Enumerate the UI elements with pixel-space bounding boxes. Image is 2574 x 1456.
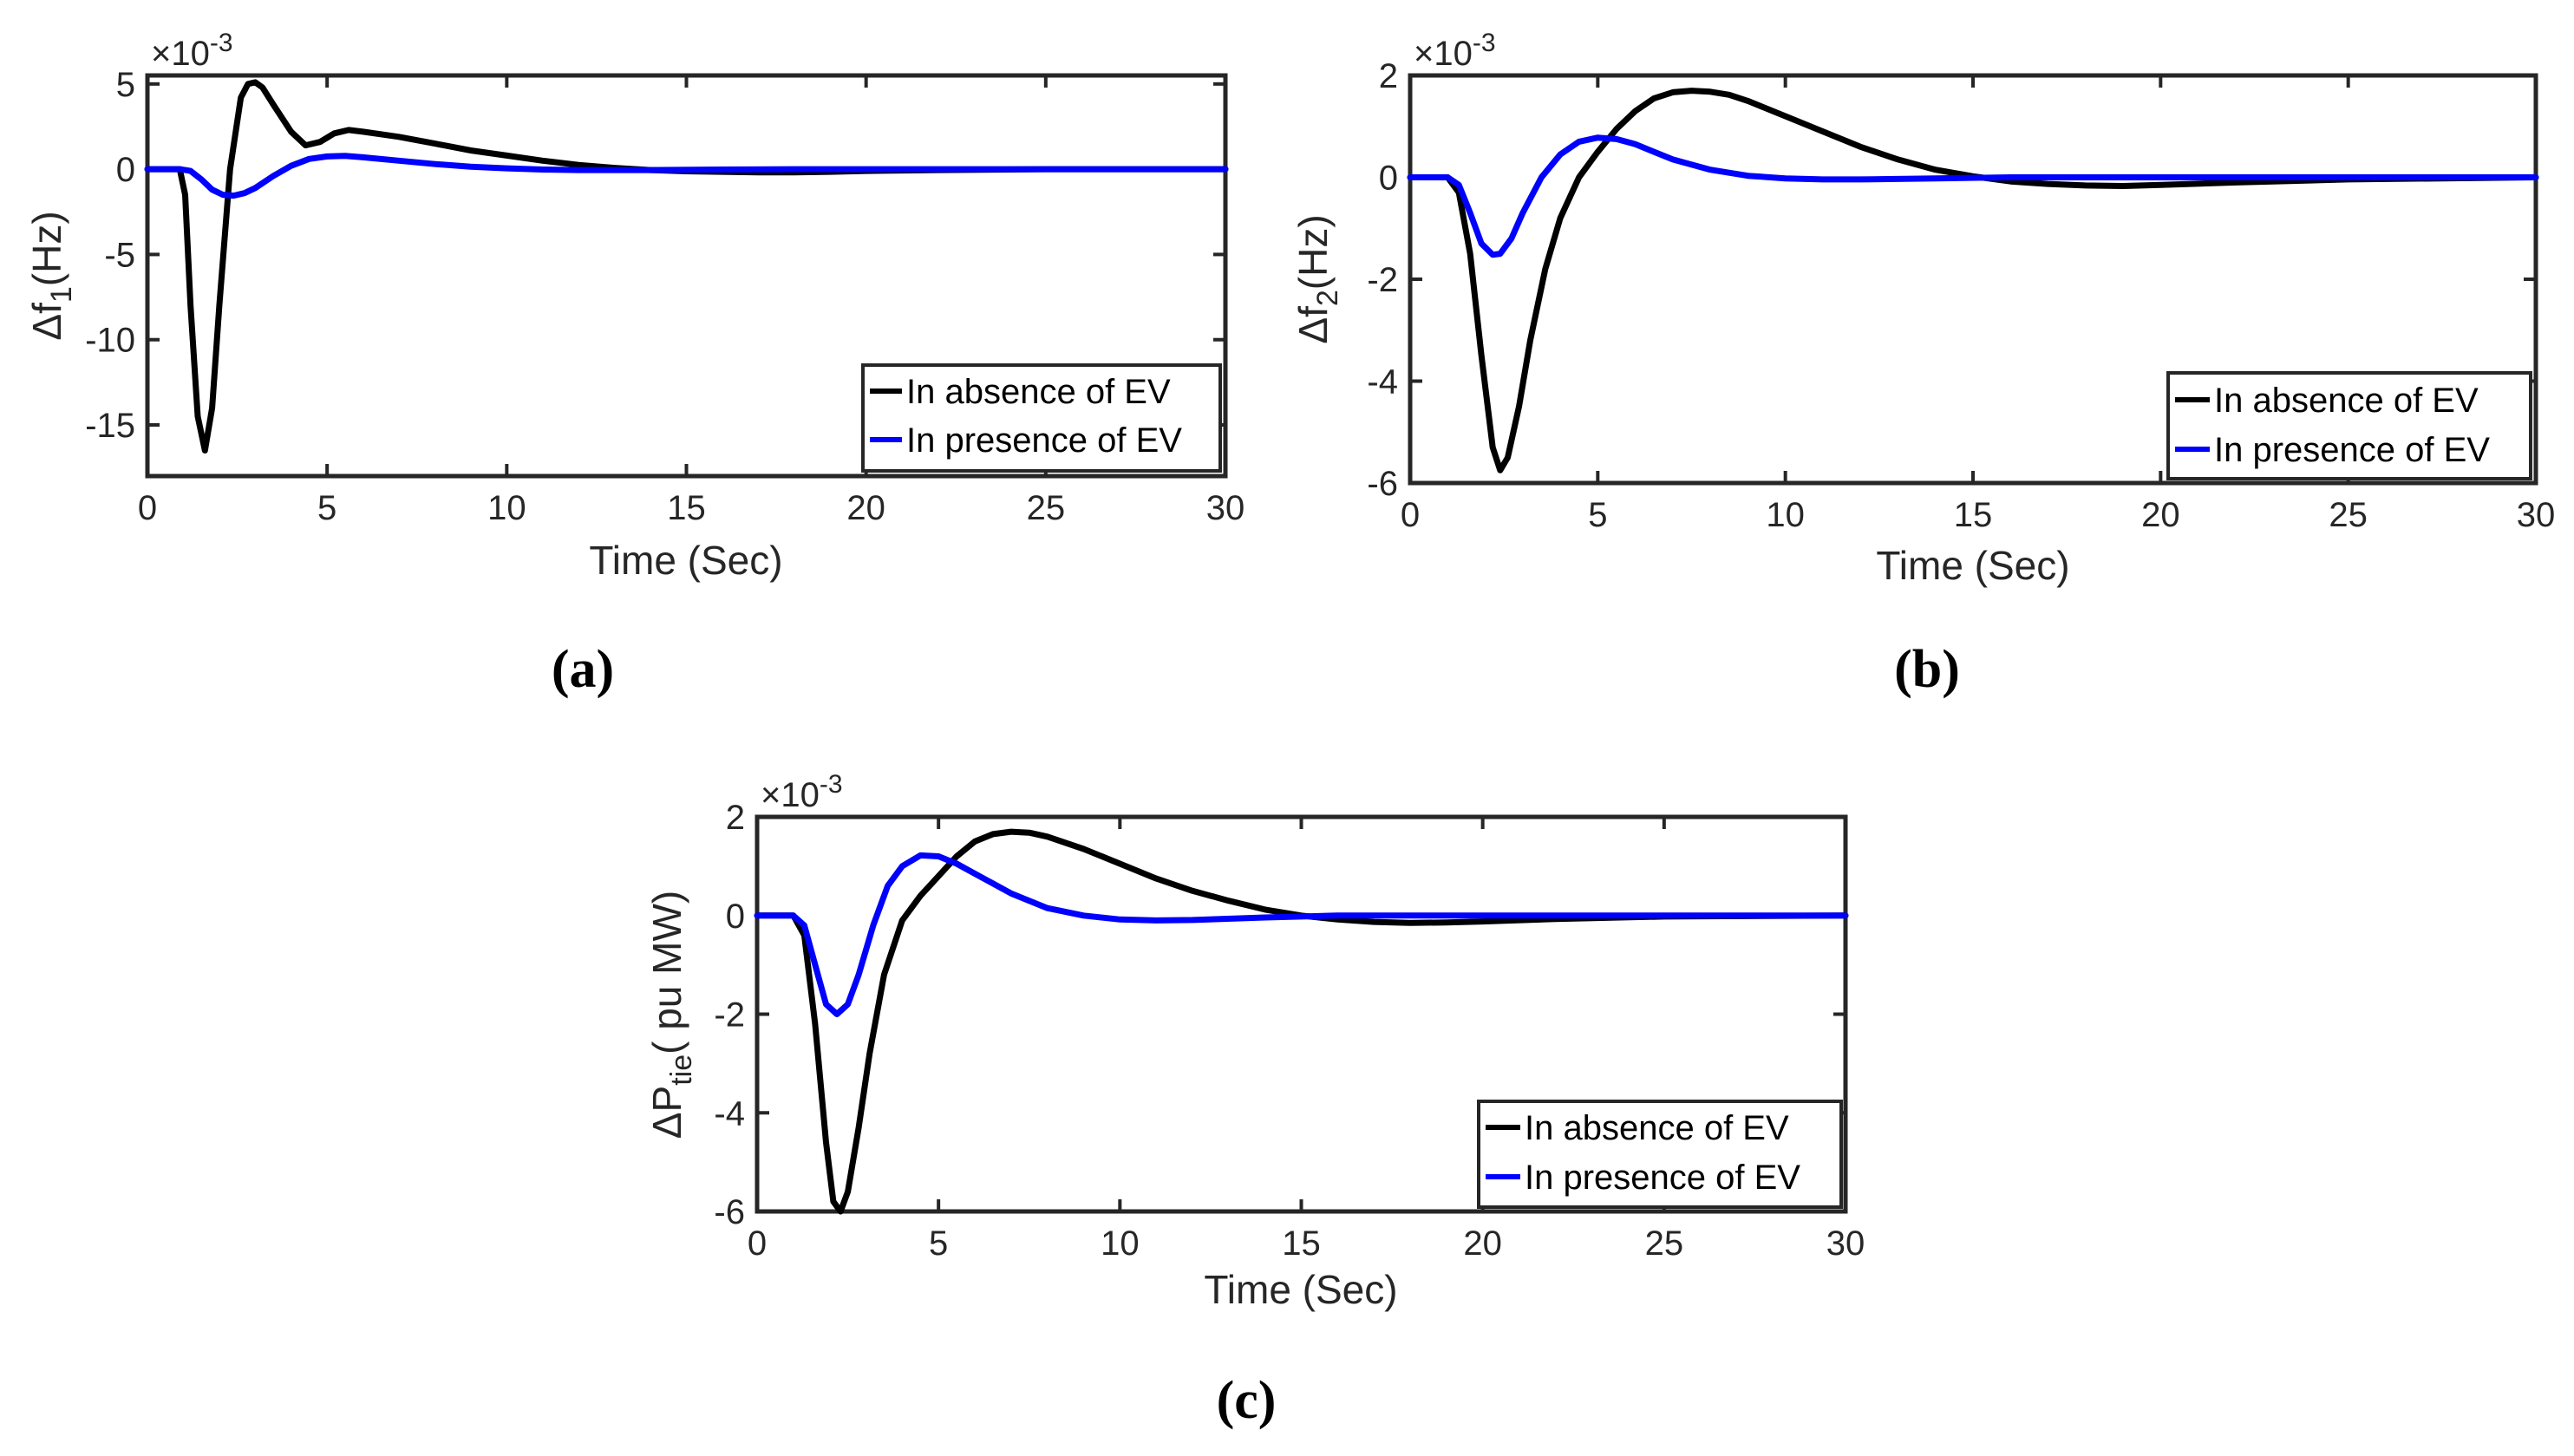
panel-a-xtick-label-0: 0	[138, 489, 157, 527]
panel-c-exponent: ×10-3	[761, 770, 843, 814]
panel-b-ytick-label-1: -4	[1367, 363, 1398, 402]
panel-a-ytick-label-0: -15	[85, 407, 135, 445]
panel-b: 0 5 10 15 20 25 30 -6 -4 -2 0 2 ×10-3 Time (Sec) Δf…	[1290, 29, 2555, 699]
panel-c: 0 5 10 15 20 25 30 -6 -4 -2 0 2 ×10-3 Time (Sec) ΔP…	[644, 770, 1865, 1430]
panel-b-xtick-label-4: 20	[2141, 496, 2180, 534]
panel-b-xtick-label-1: 5	[1588, 496, 1607, 534]
panel-c-legend-box	[1477, 1100, 1843, 1209]
panel-a-series-line-1	[144, 153, 1229, 199]
panel-a-legend: In absence of EV In presence of EV	[861, 363, 1222, 473]
panel-b-xtick-label-3: 15	[1954, 496, 1993, 534]
panel-a-content: 0 5 10 15 20 25 30 -15 -10 -5 0 5	[85, 66, 1245, 527]
panel-b-ytick-label-4: 2	[1379, 57, 1398, 95]
panel-b-ytick-label-3: 0	[1379, 160, 1398, 198]
panel-a-ytick-label-2: -5	[104, 236, 135, 274]
panel-a-caption: (a)	[552, 640, 614, 699]
panel-a-xtick-label-5: 25	[1027, 489, 1066, 527]
panel-a-ytick-label-3: 0	[116, 151, 135, 189]
panel-b-ylabel: Δf2(Hz)	[1290, 214, 1344, 343]
panel-c-ytick-label-2: -2	[714, 996, 745, 1035]
panel-a-xtick-label-6: 30	[1206, 489, 1245, 527]
panel-b-xlabel: Time (Sec)	[1876, 543, 2069, 588]
panel-c-xtick-label-2: 10	[1101, 1224, 1140, 1263]
panel-a-ylabel: Δf1(Hz)	[24, 211, 78, 340]
panel-c-series-line-0	[754, 828, 1849, 1215]
panel-c-ytick-label-4: 2	[726, 799, 745, 837]
panel-a-legend-label-1: In presence of EV	[906, 421, 1182, 460]
panel-b-exponent: ×10-3	[1414, 29, 1496, 73]
panel-c-legend: In absence of EV In presence of EV	[1477, 1100, 1843, 1209]
panel-b-xtick-label-0: 0	[1401, 496, 1420, 534]
panel-c-ytick-label-0: -6	[714, 1193, 745, 1231]
panel-c-xtick-label-1: 5	[929, 1224, 948, 1263]
panel-a-exponent: ×10-3	[151, 29, 233, 73]
panel-b-xtick-label-6: 30	[2517, 496, 2556, 534]
panel-a-xtick-label-3: 15	[667, 489, 706, 527]
panel-b-legend-label-1: In presence of EV	[2214, 431, 2490, 469]
panel-c-caption: (c)	[1217, 1371, 1277, 1430]
panel-a-legend-box	[861, 363, 1222, 473]
panel-c-legend-label-1: In presence of EV	[1525, 1159, 1800, 1197]
panel-b-xtick-label-5: 25	[2329, 496, 2368, 534]
panel-b-series-line-0	[1407, 88, 2539, 473]
panel-a-legend-label-0: In absence of EV	[906, 373, 1171, 411]
panel-c-xtick-label-0: 0	[748, 1224, 767, 1263]
panel-a-xtick-label-2: 10	[487, 489, 526, 527]
panel-c-xlabel: Time (Sec)	[1204, 1267, 1397, 1312]
panel-c-ytick-label-1: -4	[714, 1094, 745, 1133]
panel-b-legend-box	[2166, 371, 2532, 480]
panel-a: 0 5 10 15 20 25 30-15-10-505 ×10-3 Time (Sec) …	[24, 29, 1245, 699]
panel-b-content: 0 5 10 15 20 25 30 -6 -4 -2 0 2	[1367, 57, 2555, 534]
panel-b-ytick-label-2: -2	[1367, 261, 1398, 299]
panel-a-xtick-label-1: 5	[317, 489, 336, 527]
panel-c-series-line-1	[754, 852, 1849, 1017]
panel-c-ylabel: ΔPtie( pu MW)	[644, 891, 698, 1139]
panel-c-legend-label-0: In absence of EV	[1525, 1109, 1789, 1147]
panel-b-ytick-label-0: -6	[1367, 465, 1398, 503]
panel-b-caption: (b)	[1894, 640, 1960, 699]
panel-a-xtick-label-4: 20	[846, 489, 885, 527]
panel-c-ytick-label-3: 0	[726, 898, 745, 936]
panel-c-xtick-label-5: 25	[1645, 1224, 1684, 1263]
panel-b-legend-label-0: In absence of EV	[2214, 382, 2479, 420]
panel-a-xlabel: Time (Sec)	[589, 538, 782, 583]
panel-b-series-line-1	[1407, 134, 2539, 258]
panel-b-xtick-label-2: 10	[1766, 496, 1805, 534]
panel-c-xtick-label-3: 15	[1282, 1224, 1321, 1263]
panel-b-legend: In absence of EV In presence of EV	[2166, 371, 2532, 480]
panel-c-xtick-label-4: 20	[1463, 1224, 1502, 1263]
panel-a-ytick-label-1: -10	[85, 322, 135, 360]
panel-a-ytick-label-4: 5	[116, 66, 135, 104]
panel-c-xtick-label-6: 30	[1826, 1224, 1865, 1263]
